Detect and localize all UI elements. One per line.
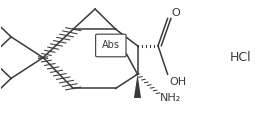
Polygon shape [134,74,141,98]
Text: OH: OH [169,77,186,87]
FancyBboxPatch shape [96,34,126,57]
Text: NH₂: NH₂ [160,93,181,103]
Text: HCl: HCl [229,51,251,64]
Text: Abs: Abs [102,40,120,51]
Text: O: O [171,8,180,18]
